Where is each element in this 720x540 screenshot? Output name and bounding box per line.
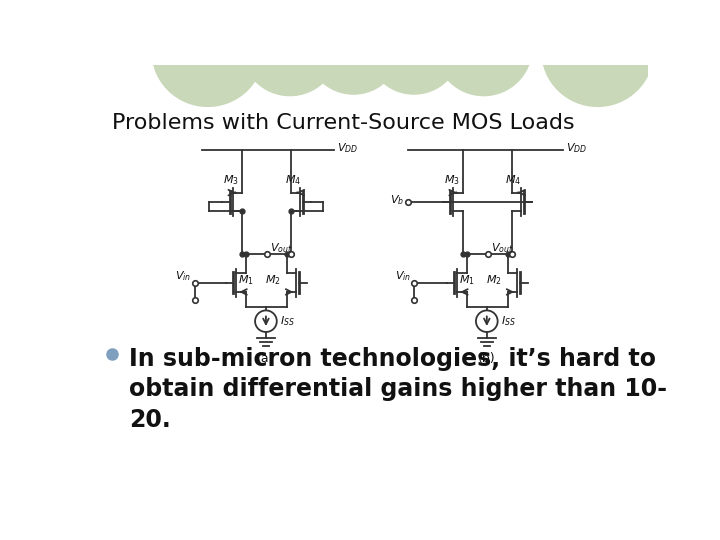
Text: $M_3$: $M_3$ [444,173,460,187]
Text: $V_{DD}$: $V_{DD}$ [337,141,359,155]
Circle shape [242,0,338,96]
Text: $V_{DD}$: $V_{DD}$ [566,141,587,155]
Text: (b): (b) [478,352,495,365]
Text: $V_{in}$: $V_{in}$ [176,269,192,284]
Circle shape [436,0,532,96]
Text: $V_{out}$: $V_{out}$ [270,241,292,255]
Circle shape [542,0,654,106]
Text: $I_{SS}$: $I_{SS}$ [500,314,516,328]
Text: $M_1$: $M_1$ [459,273,474,287]
Text: 20.: 20. [129,408,171,432]
Text: $V_{in}$: $V_{in}$ [395,269,411,284]
Text: $M_2$: $M_2$ [265,273,281,287]
Text: $V_b$: $V_b$ [390,193,405,207]
Circle shape [367,2,461,94]
Text: $I_{SS}$: $I_{SS}$ [280,314,294,328]
Text: $M_4$: $M_4$ [505,173,521,187]
Text: (a): (a) [257,352,274,365]
Text: $M_1$: $M_1$ [238,273,254,287]
Circle shape [152,0,264,106]
Text: In sub-micron technologies, it’s hard to: In sub-micron technologies, it’s hard to [129,347,656,370]
Text: $V_{out}$: $V_{out}$ [490,241,513,255]
Text: $M_2$: $M_2$ [486,273,502,287]
Text: $M_4$: $M_4$ [284,173,301,187]
Text: obtain differential gains higher than 10-: obtain differential gains higher than 10… [129,377,667,401]
Circle shape [307,2,400,94]
Text: Problems with Current-Source MOS Loads: Problems with Current-Source MOS Loads [112,112,575,132]
Text: $M_3$: $M_3$ [223,173,239,187]
